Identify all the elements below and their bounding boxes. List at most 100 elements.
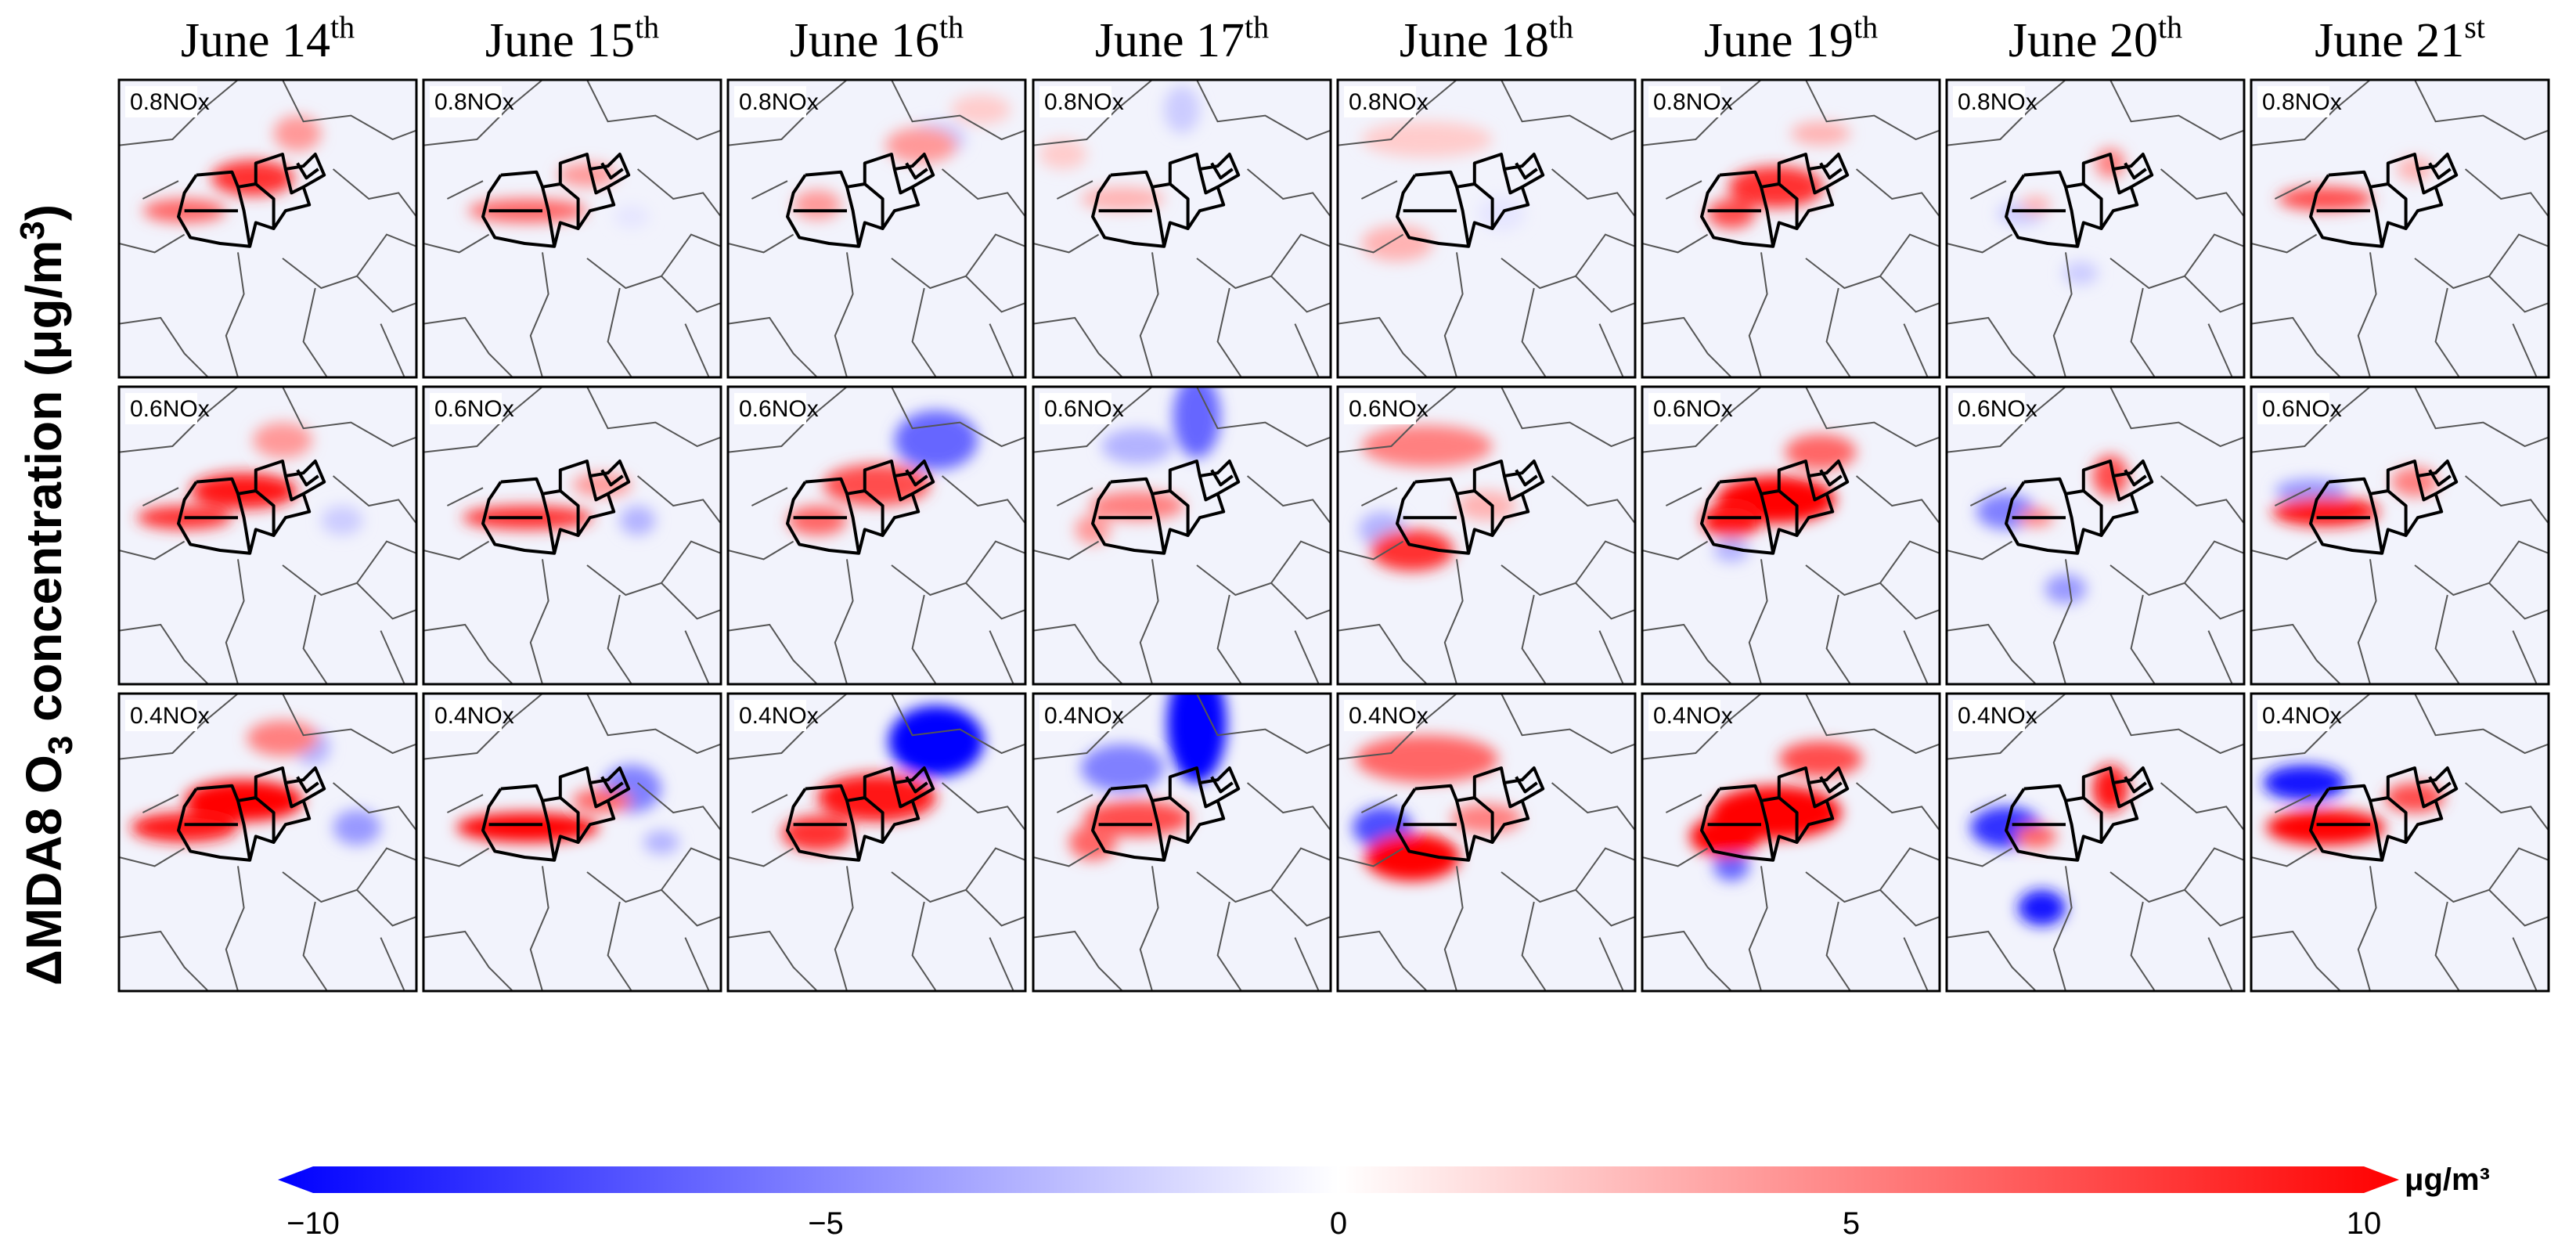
province-boundary xyxy=(1665,794,1702,813)
province-boundary xyxy=(529,866,549,991)
province-boundary xyxy=(225,559,245,684)
province-boundary xyxy=(1642,316,1732,377)
increase-area xyxy=(1707,199,1756,229)
scenario-label: 0.8NOx xyxy=(1044,89,1124,115)
province-boundary xyxy=(356,847,416,891)
scenario-label-box xyxy=(734,393,806,424)
scenario-label: 0.6NOx xyxy=(739,396,819,422)
province-boundary xyxy=(1805,694,1940,755)
column-header-7: June 20th xyxy=(2009,9,2182,67)
city-boundary xyxy=(1473,182,1494,229)
panel-frame xyxy=(1336,385,1637,686)
city-boundary xyxy=(845,800,861,861)
increase-area xyxy=(885,127,957,164)
city-boundary xyxy=(1169,489,1190,535)
province-boundary xyxy=(423,80,543,146)
map-panel: 0.8NOx xyxy=(117,78,418,379)
city-boundary xyxy=(236,493,252,554)
scenario-label: 0.6NOx xyxy=(1044,396,1124,422)
city-boundary xyxy=(588,475,609,502)
province-boundary xyxy=(423,233,490,254)
province-boundary xyxy=(302,594,328,684)
panel-frame xyxy=(726,385,1027,686)
increase-area xyxy=(1083,800,1191,837)
increase-area xyxy=(253,422,312,459)
province-boundary xyxy=(751,487,788,506)
province-boundary xyxy=(636,475,721,524)
city-boundary xyxy=(1515,162,1538,180)
city-boundary xyxy=(1455,493,1471,554)
province-boundary xyxy=(1551,475,1635,524)
province-boundary xyxy=(1246,475,1331,524)
province-boundary xyxy=(1855,782,1940,831)
decrease-area xyxy=(643,830,679,855)
concentration-field xyxy=(787,410,978,535)
city-boundary xyxy=(1760,493,1775,554)
city-boundary xyxy=(2387,182,2408,229)
province-boundary xyxy=(1947,316,2037,377)
decrease-area xyxy=(888,705,984,777)
boundary-lines xyxy=(119,80,416,377)
city-boundary xyxy=(2082,182,2103,229)
scenario-label: 0.4NOx xyxy=(130,703,210,729)
city-boundary xyxy=(296,162,319,180)
increase-area xyxy=(2397,157,2433,182)
province-boundary xyxy=(1825,901,1851,991)
scenario-label: 0.4NOx xyxy=(1653,703,1733,729)
boundary-lines xyxy=(728,694,1025,991)
city-boundary xyxy=(283,475,304,502)
province-boundary xyxy=(965,233,1025,277)
province-boundary xyxy=(891,80,1025,141)
decrease-area xyxy=(333,809,381,845)
province-boundary xyxy=(1642,387,1762,453)
boundary-lines xyxy=(1642,80,1940,377)
column-header-1: June 14th xyxy=(181,9,355,67)
city-boundary xyxy=(1760,186,1775,247)
city-boundary xyxy=(845,493,861,554)
city-boundary xyxy=(541,800,557,861)
province-boundary xyxy=(1947,540,2013,561)
boundary-lines xyxy=(2251,80,2549,377)
column-ordinal: th xyxy=(1549,9,1573,45)
province-boundary xyxy=(119,80,239,146)
city-boundary xyxy=(1515,469,1538,487)
province-boundary xyxy=(728,316,818,377)
city-boundary xyxy=(2064,493,2080,554)
boundary-lines xyxy=(1033,694,1331,991)
city-boundary xyxy=(1778,182,1799,229)
province-boundary xyxy=(1360,487,1398,506)
panel-frame xyxy=(1945,78,2246,379)
map-panel: 0.6NOx xyxy=(1336,385,1637,686)
province-boundary xyxy=(356,540,416,584)
city-boundary xyxy=(559,796,580,842)
decrease-area xyxy=(321,506,363,535)
city-boundary xyxy=(254,182,276,229)
province-boundary xyxy=(1033,387,1153,453)
province-boundary xyxy=(225,866,245,991)
column-header-5: June 18th xyxy=(1400,9,1573,67)
concentration-field xyxy=(1353,735,1522,881)
scenario-label: 0.6NOx xyxy=(1349,396,1429,422)
panel-frame xyxy=(1336,692,1637,993)
city-boundary xyxy=(1198,168,1219,195)
map-panel: 0.6NOx xyxy=(726,385,1027,686)
city-boundary xyxy=(1807,168,1828,195)
boundary-lines xyxy=(423,387,721,684)
column-day: June 20 xyxy=(2009,14,2158,67)
map-panel: 0.8NOx xyxy=(2250,78,2550,379)
map-panel: 0.8NOx xyxy=(726,78,1027,379)
province-boundary xyxy=(1338,694,1457,760)
city-boundary xyxy=(1455,186,1471,247)
colorbar-tick-label: 10 xyxy=(2347,1206,2382,1240)
increase-area xyxy=(793,189,841,220)
province-boundary xyxy=(607,594,632,684)
province-boundary xyxy=(728,847,794,867)
map-panel: 0.4NOx xyxy=(422,692,722,993)
province-boundary xyxy=(2207,630,2233,684)
province-boundary xyxy=(728,540,794,561)
boundary-lines xyxy=(1947,387,2244,684)
increase-area xyxy=(817,773,936,822)
city-boundary xyxy=(2387,796,2408,842)
city-boundary xyxy=(905,776,928,794)
decrease-area xyxy=(1713,538,1749,563)
